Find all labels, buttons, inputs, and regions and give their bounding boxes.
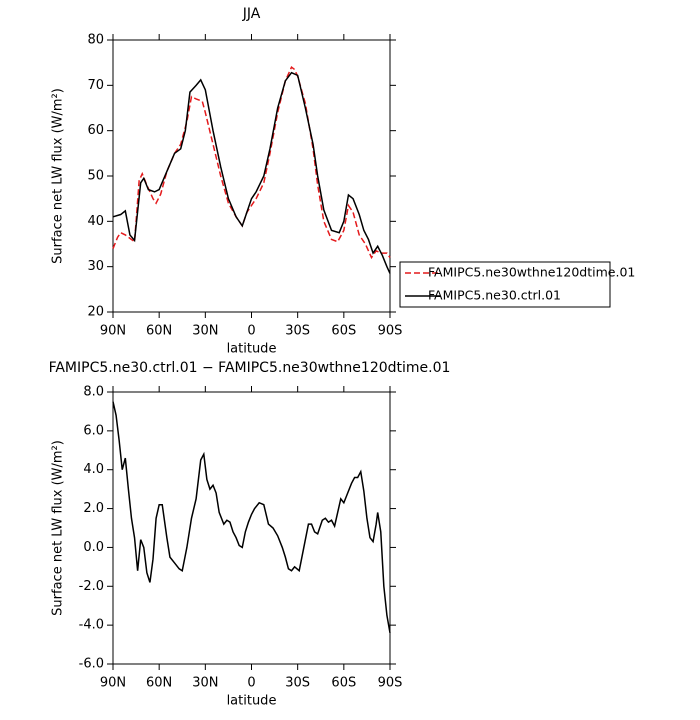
- data-line: [112, 71, 391, 274]
- x-tick-label: 0: [247, 324, 255, 339]
- y-tick-label: 50: [87, 169, 104, 184]
- y-tick-label: 30: [87, 259, 104, 274]
- x-tick-label: 0: [247, 676, 255, 691]
- y-tick-label: 8.0: [83, 385, 104, 400]
- x-tick-label: 30N: [192, 676, 218, 691]
- x-tick-label: 60S: [331, 676, 356, 691]
- x-tick-label: 90N: [100, 676, 126, 691]
- legend-label: FAMIPC5.ne30wthne120dtime.01: [428, 265, 635, 280]
- y-tick-label: 4.0: [83, 462, 104, 477]
- data-line: [112, 401, 391, 634]
- y-tick-label: 40: [87, 214, 104, 229]
- data-line: [112, 66, 391, 260]
- legend-box: [399, 261, 611, 308]
- plot-frame: [112, 39, 391, 313]
- y-tick-label: 6.0: [83, 423, 104, 438]
- x-tick-label: 60N: [146, 324, 172, 339]
- y-tick-label: 60: [87, 123, 104, 138]
- x-tick-label: 60S: [331, 324, 356, 339]
- x-tick-label: 90S: [378, 676, 403, 691]
- x-tick-label: 30N: [192, 324, 218, 339]
- y-tick-label: -6.0: [79, 657, 104, 672]
- x-axis-label: latitude: [227, 694, 277, 709]
- y-tick-label: -2.0: [79, 579, 104, 594]
- chart-title: JJA: [242, 6, 261, 22]
- x-tick-label: 60N: [146, 676, 172, 691]
- x-tick-label: 30S: [285, 676, 310, 691]
- y-tick-label: -4.0: [79, 618, 104, 633]
- y-axis-label: Surface net LW flux (W/m²): [51, 440, 66, 616]
- x-axis-label: latitude: [227, 342, 277, 357]
- chart-title: FAMIPC5.ne30.ctrl.01 − FAMIPC5.ne30wthne…: [49, 360, 451, 376]
- y-tick-label: 0.0: [83, 540, 104, 555]
- x-tick-label: 30S: [285, 324, 310, 339]
- x-tick-label: 90N: [100, 324, 126, 339]
- x-tick-label: 90S: [378, 324, 403, 339]
- y-tick-label: 70: [87, 78, 104, 93]
- plot-frame: [112, 391, 391, 665]
- legend-label: FAMIPC5.ne30.ctrl.01: [428, 288, 561, 303]
- y-tick-label: 2.0: [83, 501, 104, 516]
- y-tick-label: 80: [87, 33, 104, 48]
- y-tick-label: 20: [87, 305, 104, 320]
- y-axis-label: Surface net LW flux (W/m²): [51, 88, 66, 264]
